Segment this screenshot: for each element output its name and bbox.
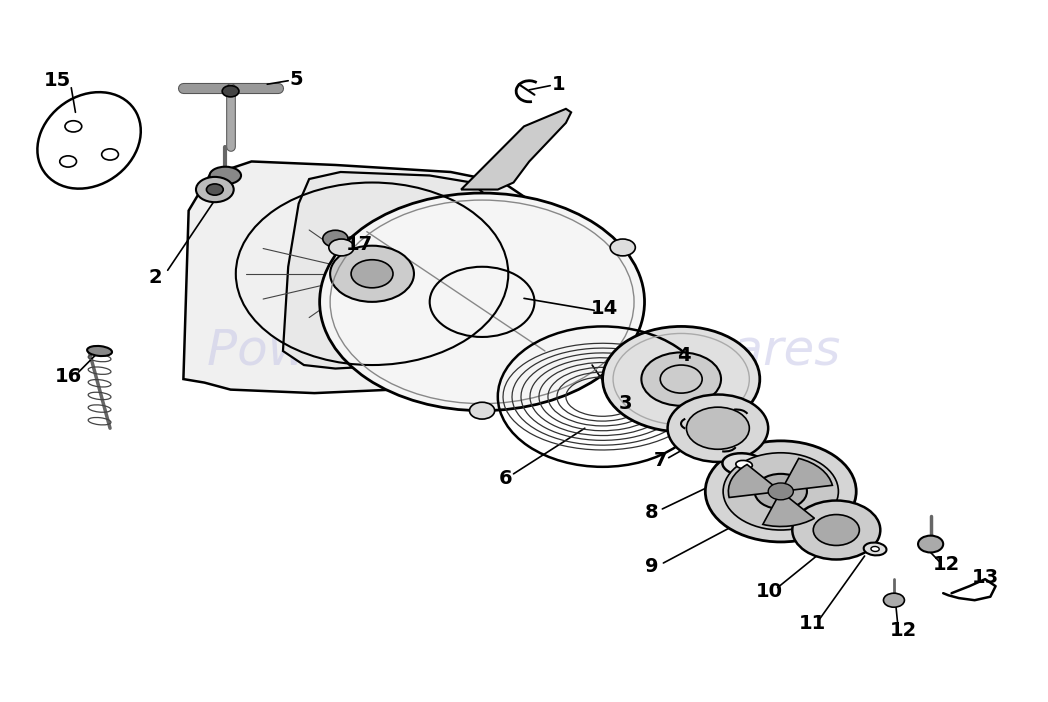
Text: 16: 16 xyxy=(54,367,82,387)
Ellipse shape xyxy=(736,461,752,469)
Polygon shape xyxy=(283,172,493,369)
Circle shape xyxy=(768,483,793,500)
Ellipse shape xyxy=(864,543,887,555)
Circle shape xyxy=(330,246,414,302)
Circle shape xyxy=(196,177,234,202)
Text: 5: 5 xyxy=(289,69,304,89)
Circle shape xyxy=(883,593,904,607)
Text: 10: 10 xyxy=(756,582,783,602)
Circle shape xyxy=(323,230,348,247)
Circle shape xyxy=(603,326,760,432)
Circle shape xyxy=(222,86,239,97)
Circle shape xyxy=(686,407,749,449)
Text: 17: 17 xyxy=(346,234,373,254)
Circle shape xyxy=(641,352,721,406)
Polygon shape xyxy=(183,161,524,393)
Text: 12: 12 xyxy=(933,555,960,574)
Text: 15: 15 xyxy=(44,71,71,91)
Ellipse shape xyxy=(871,546,879,552)
Circle shape xyxy=(792,501,880,559)
Circle shape xyxy=(668,395,768,462)
Text: 6: 6 xyxy=(498,469,512,489)
Text: 9: 9 xyxy=(646,557,658,576)
Ellipse shape xyxy=(722,453,766,476)
Circle shape xyxy=(329,239,354,256)
Circle shape xyxy=(918,536,943,552)
Wedge shape xyxy=(781,458,832,491)
Circle shape xyxy=(320,193,645,411)
Wedge shape xyxy=(728,465,781,498)
Polygon shape xyxy=(461,109,571,190)
Text: 7: 7 xyxy=(654,451,667,470)
Text: 4: 4 xyxy=(677,346,691,365)
Text: 1: 1 xyxy=(551,74,566,94)
Text: 3: 3 xyxy=(619,394,632,413)
Text: 8: 8 xyxy=(645,503,659,522)
Text: 12: 12 xyxy=(890,621,917,640)
Text: 2: 2 xyxy=(148,267,162,287)
Circle shape xyxy=(470,402,495,419)
Circle shape xyxy=(723,453,838,530)
Circle shape xyxy=(610,239,635,256)
Wedge shape xyxy=(763,491,814,526)
Ellipse shape xyxy=(210,167,241,185)
Text: 11: 11 xyxy=(799,614,826,633)
Circle shape xyxy=(705,441,856,542)
Text: PowerCopy Vision Spares: PowerCopy Vision Spares xyxy=(208,327,840,375)
Text: 14: 14 xyxy=(591,299,618,319)
Circle shape xyxy=(755,474,807,509)
Circle shape xyxy=(813,515,859,545)
Circle shape xyxy=(206,184,223,195)
Text: 13: 13 xyxy=(971,567,999,587)
Ellipse shape xyxy=(87,346,112,356)
Circle shape xyxy=(351,260,393,288)
